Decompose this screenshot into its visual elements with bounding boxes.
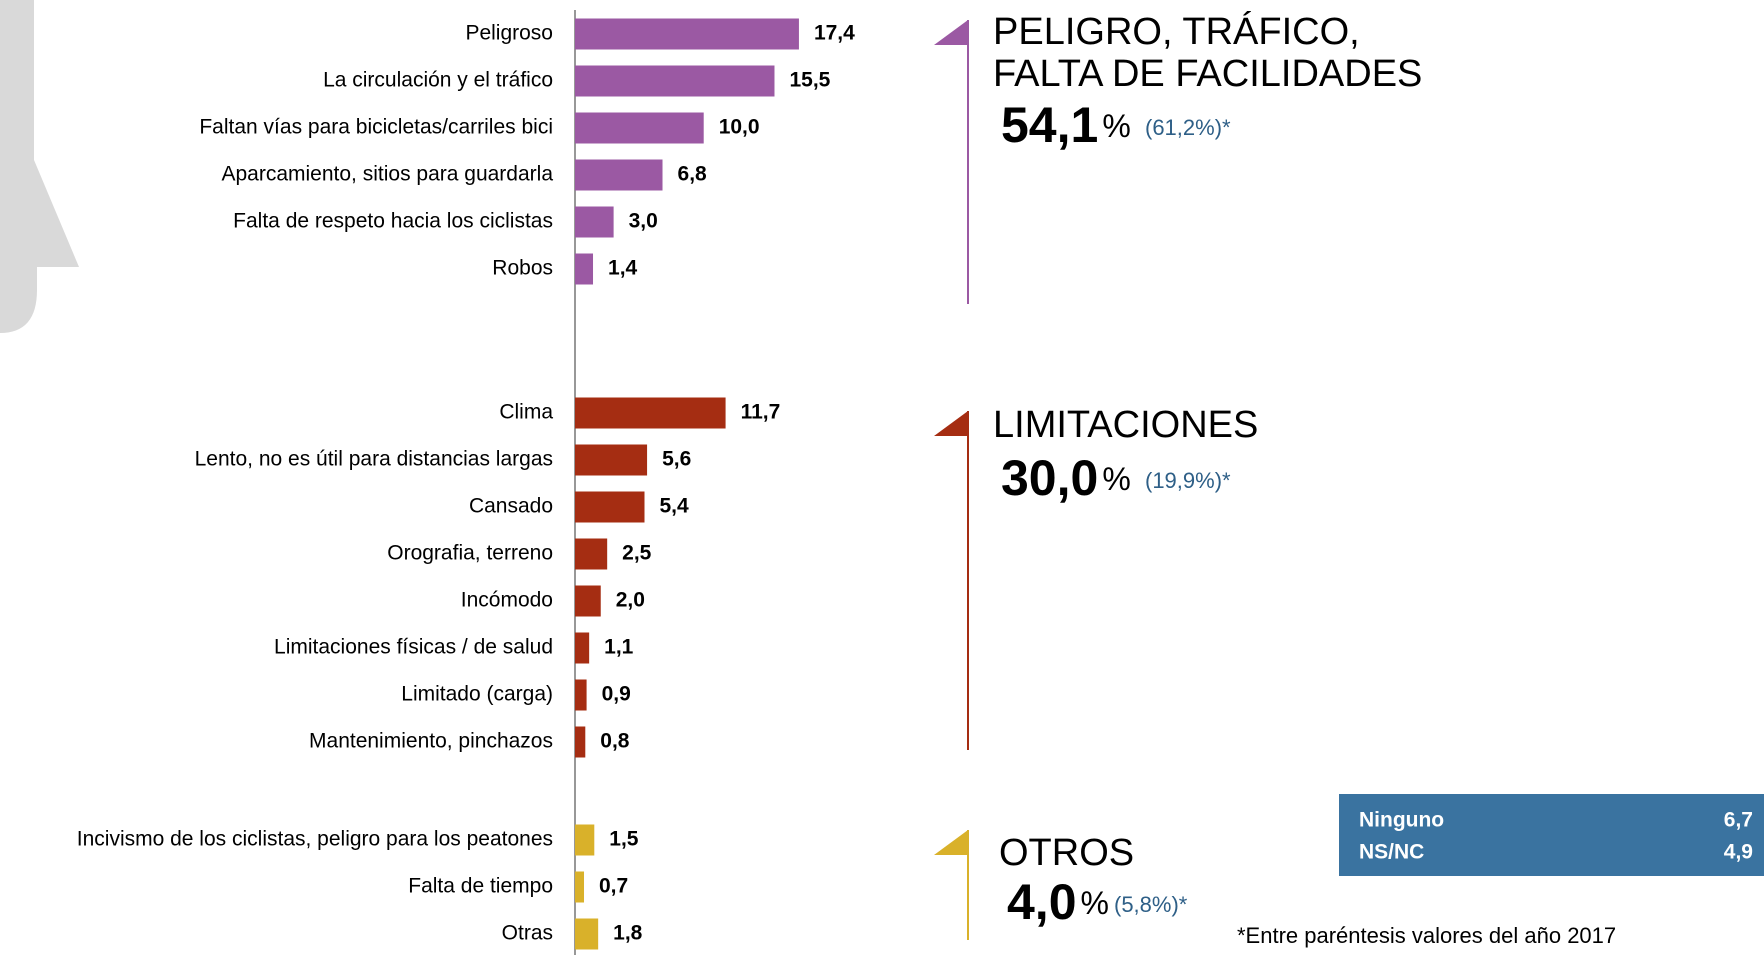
category-label: Robos xyxy=(492,257,553,280)
others-value: 4,9 xyxy=(1724,841,1753,864)
others-value: 6,7 xyxy=(1724,809,1753,832)
value-label: 11,7 xyxy=(741,401,781,424)
group-total: 4,0% xyxy=(1007,874,1109,930)
value-label: 17,4 xyxy=(814,22,855,45)
category-label: Falta de tiempo xyxy=(408,875,553,898)
value-label: 0,7 xyxy=(599,875,628,898)
group-total: 54,1% xyxy=(1001,97,1131,153)
category-label: Incómodo xyxy=(461,589,553,612)
bar xyxy=(575,538,608,570)
decoration xyxy=(0,0,79,333)
value-label: 15,5 xyxy=(789,69,830,92)
category-label: Faltan vías para bicicletas/carriles bic… xyxy=(199,116,553,139)
bar xyxy=(575,159,663,191)
bar xyxy=(575,18,799,50)
bar xyxy=(575,491,645,523)
others-box xyxy=(1339,794,1764,876)
bar xyxy=(575,397,726,429)
group-title: PELIGRO, TRÁFICO, xyxy=(993,10,1360,53)
category-label: Orografia, terreno xyxy=(387,542,553,565)
category-label: Aparcamiento, sitios para guardarla xyxy=(221,163,553,186)
value-label: 6,8 xyxy=(678,163,708,186)
bar xyxy=(575,632,590,664)
group-title: OTROS xyxy=(999,832,1134,874)
others-label: Ninguno xyxy=(1359,809,1444,832)
bar xyxy=(575,444,648,476)
group-total: 30,0% xyxy=(1001,450,1131,506)
bar xyxy=(575,585,601,617)
others-label: NS/NC xyxy=(1359,841,1424,864)
bar xyxy=(575,112,704,144)
value-label: 10,0 xyxy=(719,116,760,139)
group-previous: (61,2%)* xyxy=(1145,115,1231,140)
category-label: Falta de respeto hacia los ciclistas xyxy=(233,210,553,233)
group-total-value: 30,0 xyxy=(1001,450,1098,506)
group-flag xyxy=(934,830,968,855)
group-title: FALTA DE FACILIDADES xyxy=(993,53,1422,95)
category-label: Peligroso xyxy=(465,22,553,45)
bar xyxy=(575,726,586,758)
group-total-value: 54,1 xyxy=(1001,97,1098,153)
group-total-unit: % xyxy=(1102,108,1130,144)
bar xyxy=(575,206,614,238)
group-total-unit: % xyxy=(1081,885,1109,921)
value-label: 5,4 xyxy=(659,495,689,518)
category-label: Lento, no es útil para distancias largas xyxy=(195,448,553,471)
bar xyxy=(575,253,594,285)
value-label: 0,9 xyxy=(602,683,631,706)
group-total-value: 4,0 xyxy=(1007,874,1077,930)
group-title: LIMITACIONES xyxy=(993,404,1258,446)
category-label: Otras xyxy=(502,922,553,945)
group-flag xyxy=(934,411,968,436)
category-label: Incivismo de los ciclistas, peligro para… xyxy=(77,828,553,851)
category-label: La circulación y el tráfico xyxy=(323,69,553,92)
bar xyxy=(575,65,775,97)
bar xyxy=(575,679,587,711)
value-label: 1,5 xyxy=(609,828,639,851)
bar xyxy=(575,824,595,856)
category-label: Limitaciones físicas / de salud xyxy=(274,636,553,659)
group-previous: (19,9%)* xyxy=(1145,468,1231,493)
category-label: Clima xyxy=(499,401,553,424)
category-label: Mantenimiento, pinchazos xyxy=(309,730,553,753)
value-label: 0,8 xyxy=(600,730,630,753)
value-label: 1,4 xyxy=(608,257,638,280)
group-flag xyxy=(934,20,968,45)
group-previous: (5,8%)* xyxy=(1114,892,1188,917)
value-label: 5,6 xyxy=(662,448,691,471)
category-label: Limitado (carga) xyxy=(401,683,553,706)
category-label: Cansado xyxy=(469,495,553,518)
value-label: 2,5 xyxy=(622,542,652,565)
value-label: 2,0 xyxy=(616,589,645,612)
bar xyxy=(575,918,599,950)
value-label: 3,0 xyxy=(629,210,658,233)
bar xyxy=(575,871,585,903)
value-label: 1,1 xyxy=(604,636,634,659)
group-total-unit: % xyxy=(1102,461,1130,497)
value-label: 1,8 xyxy=(613,922,643,945)
footnote: *Entre paréntesis valores del año 2017 xyxy=(1237,923,1616,948)
